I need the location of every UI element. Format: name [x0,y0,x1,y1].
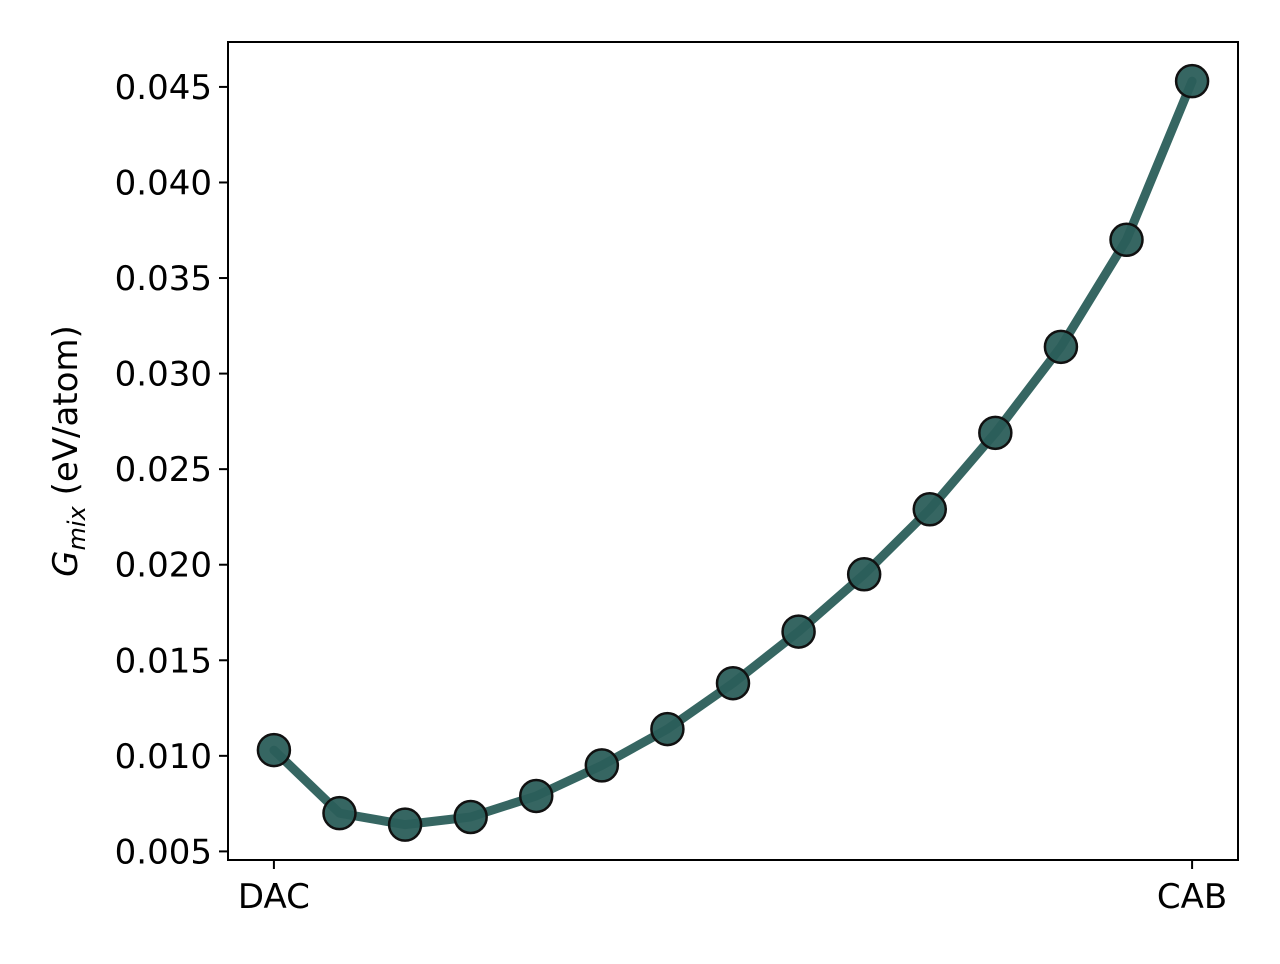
y-tick-label: 0.015 [115,641,212,681]
y-tick-label: 0.045 [115,68,212,108]
y-axis-label-symbol: G [46,550,86,576]
x-tick-label: DAC [238,877,310,917]
data-point [912,492,948,527]
y-tick-label: 0.030 [115,355,212,395]
series-line [269,76,1197,830]
data-point [1109,222,1144,258]
y-tick-label: 0.005 [115,832,212,872]
data-point [387,807,423,842]
data-point [518,778,554,814]
y-tick-label: 0.040 [115,163,212,203]
y-axis-ticks: 0.005 0.010 0.015 0.020 0.025 0.030 0.035 0.040… [115,68,228,872]
y-axis-label-unit: (eV/atom) [46,325,86,506]
data-point [978,415,1013,451]
y-axis-label-subscript: mix [63,505,91,550]
data-point [1043,329,1079,365]
data-point [453,799,488,835]
data-point [1174,63,1210,99]
data-point [322,795,357,831]
y-axis-label: Gmix (eV/atom) [46,325,91,577]
series-layer [256,63,1210,842]
x-axis-ticks: DAC CAB [238,860,1227,917]
y-tick-label: 0.010 [115,737,212,777]
y-tick-label: 0.035 [115,259,212,299]
y-tick-label: 0.025 [115,450,212,490]
x-tick-label: CAB [1157,877,1227,917]
plot-area-frame [227,41,1239,861]
data-point [715,665,751,701]
data-point [256,732,292,768]
data-point [584,748,620,783]
y-tick-label: 0.020 [115,546,212,586]
data-point [781,614,816,649]
data-point [650,711,685,747]
data-point [846,557,882,592]
